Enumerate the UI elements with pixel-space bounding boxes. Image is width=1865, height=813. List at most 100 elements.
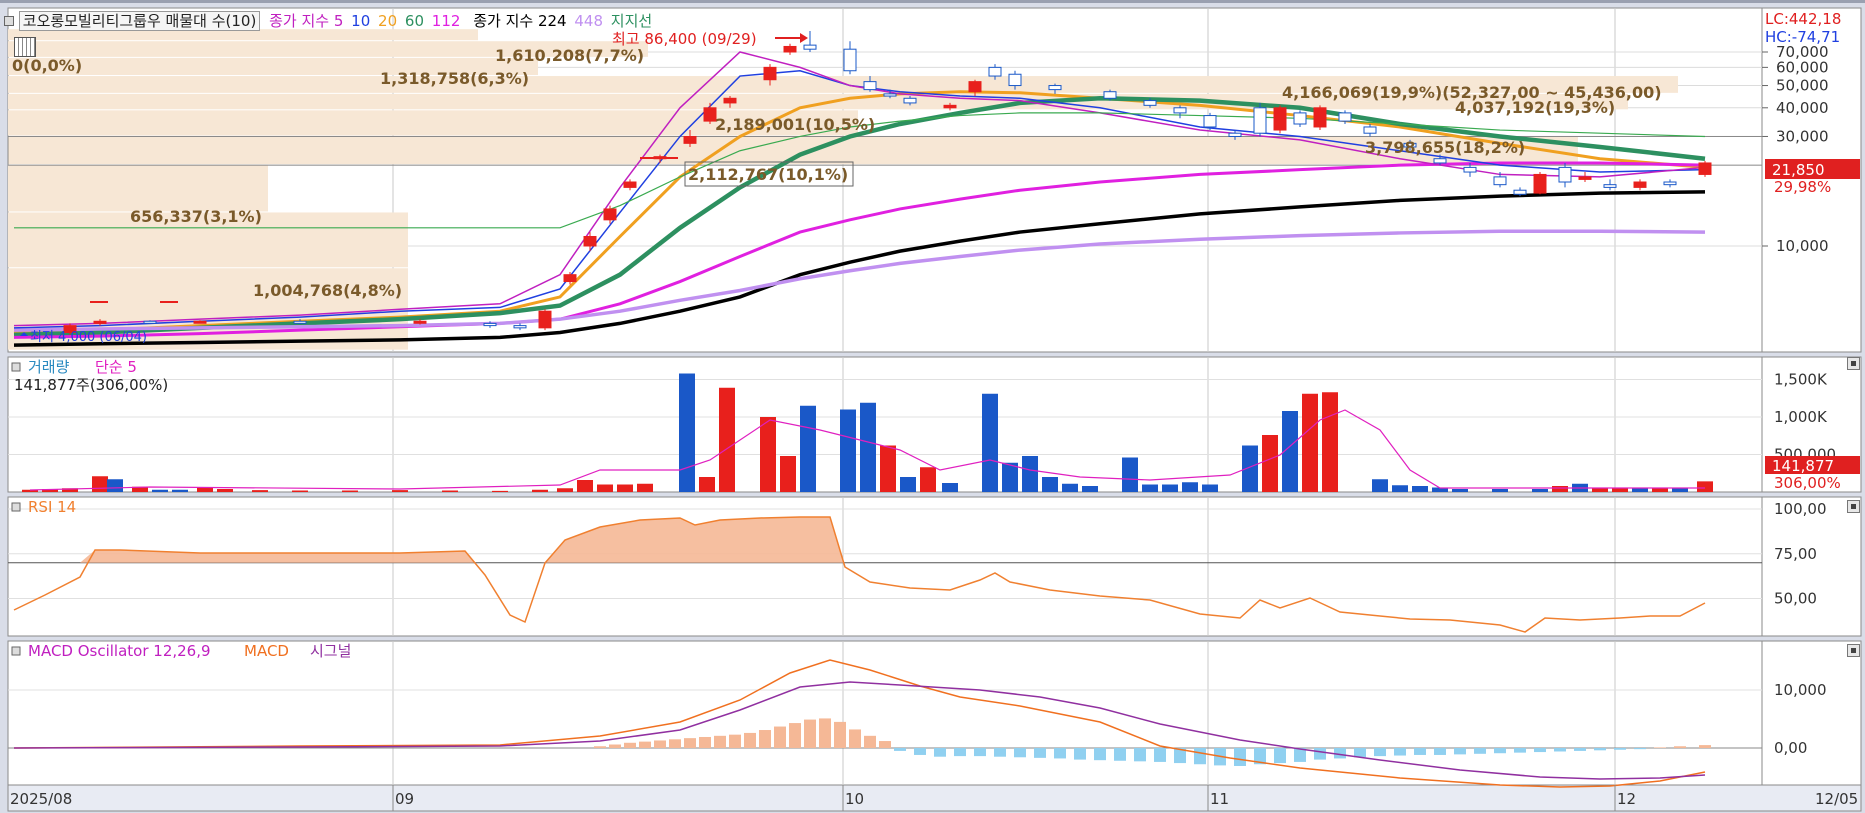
macd-oscillator-bar [914,748,926,755]
macd-oscillator-bar [774,726,786,748]
macd-oscillator-bar [1234,748,1246,766]
candle-body [563,274,577,283]
volume-bar [62,488,78,492]
support-label[interactable]: 지지선 [610,12,653,30]
volume-bar [679,373,695,492]
current-price-label: 21,850 [1772,161,1825,179]
volume-profile-label: 4,037,192(19,3%) [1455,98,1615,117]
volume-bar [1282,411,1298,492]
volume-bar [1042,477,1058,492]
macd-oscillator-bar [1514,748,1526,753]
ma-period-112[interactable]: 112 [431,12,461,30]
volume-bar [1672,488,1688,492]
candle-body [968,81,982,93]
volume-bar [442,490,458,492]
calendar-icon[interactable] [14,37,36,57]
volume-profile-band [8,93,1628,110]
stock-label[interactable]: 코오롱모빌리티그룹우 매물대 수(10) [18,11,261,31]
macd-pane [7,640,1763,786]
volume-bar [92,476,108,492]
macd-line [13,659,1706,788]
ma-long-label[interactable]: 종가 지수 224 [473,12,567,30]
macd-oscillator-bar [1314,748,1326,760]
macd-oscillator-bar [834,721,846,748]
candle-body [1558,166,1572,183]
volume-bar [1322,392,1338,492]
candle-body [943,104,957,109]
candle-body [988,66,1002,77]
settings-icon[interactable] [4,16,14,26]
candle-body [723,97,737,104]
low-marker-arrowhead [20,332,28,336]
x-axis-label: 11 [1210,790,1229,808]
volume-bar [532,489,548,492]
candle-body [883,93,897,97]
candle-body [1363,126,1377,134]
macd-oscillator-bar [1094,748,1106,761]
rsi-pane-icon [11,502,21,512]
price-tick-label: 10,000 [1776,237,1829,255]
candle-body [1403,142,1417,148]
volume-tick-label: 1,000K [1774,408,1828,426]
macd-oscillator-bar [1574,748,1586,751]
volume-pane-title: 거래량 [28,358,70,376]
volume-bar [780,456,796,492]
volume-bar [1162,484,1178,492]
signal-line [13,681,1706,780]
volume-bar [617,484,633,492]
low-price-marker: 최저 4,000 (06/04) [30,330,147,345]
ma-long-extra[interactable]: 448 [574,12,603,30]
rsi-overbought-fill [540,517,845,567]
macd-oscillator-bar [1054,748,1066,759]
high-price-marker: 최고 86,400 (09/29) [612,30,757,48]
macd-oscillator-bar [994,748,1006,757]
volume-bar [1552,486,1568,492]
macd-oscillator-bar [1354,748,1366,758]
volume-bar [1302,393,1318,492]
signal-label: 시그널 [310,642,351,660]
volume-profile-label: 1,610,208(7,7%) [495,46,644,65]
macd-oscillator-bar [934,748,946,757]
rsi-pane [7,496,1763,637]
volume-bar [342,490,358,492]
volume-bar [1492,489,1508,492]
volume-profile-label: 3,798,655(18,2%) [1365,138,1525,157]
ma-period-60[interactable]: 60 [404,12,424,30]
lc-label: LC:442,18 [1765,10,1842,28]
ma-label[interactable]: 종가 지수 5 [269,12,344,30]
macd-oscillator-bar [1594,748,1606,751]
volume-profile-label: 2,189,001(10,5%) [715,115,875,134]
volume-bar [1697,481,1713,492]
candle-body [1533,173,1547,194]
macd-oscillator-bar [1534,748,1546,753]
ma-112-line [13,161,1706,339]
macd-pane-title: MACD Oscillator 12,26,9 [28,642,211,660]
macd-oscillator-bar [1134,748,1146,762]
macd-oscillator-bar [1194,748,1206,765]
volume-profile-box [7,135,1763,166]
volume-bar [982,393,998,492]
volume-profile-band [8,76,1678,93]
volume-bar [107,479,123,492]
volume-bar [719,387,735,492]
volume-profile-band [8,165,268,212]
volume-bar [577,480,593,492]
ma-period-10[interactable]: 10 [351,12,371,30]
macd-oscillator-bar [1474,748,1486,754]
macd-pane-close-icon[interactable] [1847,644,1860,657]
macd-oscillator-bar [729,734,741,748]
candle-body [1008,73,1022,87]
rsi-pane-close-icon[interactable] [1847,500,1860,513]
candle-body [843,48,857,72]
volume-bar [920,467,936,492]
ma-period-20[interactable]: 20 [378,12,398,30]
volume-profile-band [8,41,648,57]
macd-axis-area [1761,640,1862,786]
rsi-line [13,516,1706,633]
volume-badge-value: 141,877 [1772,457,1834,475]
volume-pane-close-icon[interactable] [1847,357,1860,370]
rsi-tick-label: 50,00 [1774,590,1817,608]
volume-bar [1122,457,1138,492]
volume-bar [637,483,653,492]
candle-body [1143,100,1157,106]
